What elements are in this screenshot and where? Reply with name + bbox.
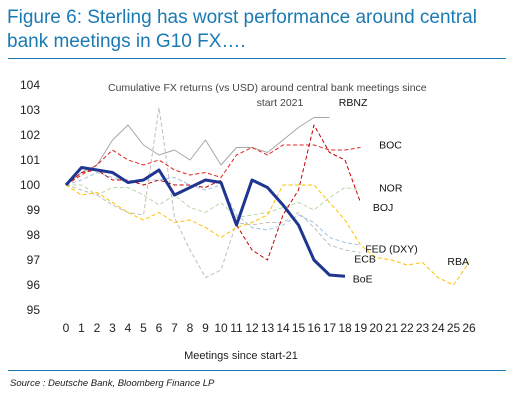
y-tick-label: 99 [27, 203, 41, 217]
y-tick-label: 98 [27, 228, 41, 242]
y-tick-label: 100 [20, 178, 40, 192]
series-line-rbnz [65, 117, 330, 186]
x-tick-label: 3 [109, 321, 116, 335]
source-rule [8, 370, 506, 371]
y-tick-label: 96 [27, 278, 41, 292]
series-label-rbnz: RBNZ [339, 97, 368, 109]
x-tick-label: 19 [354, 321, 368, 335]
series-label-nor: NOR [379, 182, 403, 194]
series-label-boc: BOC [379, 140, 402, 152]
y-tick-label: 95 [27, 303, 41, 317]
x-tick-label: 4 [125, 321, 132, 335]
x-tick-label: 21 [385, 321, 399, 335]
title-rule [8, 58, 506, 59]
x-tick-label: 23 [416, 321, 430, 335]
x-tick-label: 25 [447, 321, 461, 335]
source-note: Source : Deutsche Bank, Bloomberg Financ… [10, 378, 215, 389]
series-line-boe [64, 166, 346, 278]
x-tick-label: 20 [369, 321, 383, 335]
y-tick-label: 102 [20, 128, 40, 142]
x-tick-label: 15 [292, 321, 306, 335]
series-line-fed-dxy [65, 172, 361, 246]
x-tick-label: 18 [338, 321, 352, 335]
series-label-boj: BOJ [373, 202, 393, 214]
x-tick-label: 22 [400, 321, 414, 335]
x-tick-label: 5 [140, 321, 147, 335]
y-tick-label: 101 [20, 153, 40, 167]
line-chart: Cumulative FX returns (vs USD) around ce… [20, 78, 476, 362]
chart-title-line-1: Cumulative FX returns (vs USD) around ce… [108, 82, 427, 94]
x-tick-label: 11 [230, 321, 243, 335]
series-label-fed-dxy: FED (DXY) [365, 244, 418, 256]
x-axis-label: Meetings since start-21 [184, 350, 298, 362]
x-tick-label: 26 [462, 321, 476, 335]
x-tick-label: 0 [63, 321, 70, 335]
x-tick-label: 24 [431, 321, 445, 335]
x-tick-label: 8 [187, 321, 194, 335]
x-tick-label: 13 [261, 321, 275, 335]
y-axis-ticks: 95 96 97 98 99 100 101 102 103 104 [20, 78, 40, 317]
series-label-ecb: ECB [354, 254, 376, 266]
y-tick-label: 97 [27, 253, 41, 267]
x-tick-label: 10 [214, 321, 228, 335]
x-tick-label: 1 [78, 321, 85, 335]
y-tick-label: 103 [20, 103, 40, 117]
chart-title-line-2: start 2021 [257, 97, 304, 109]
x-tick-label: 2 [94, 321, 101, 335]
x-tick-label: 7 [171, 321, 178, 335]
series-line-nor [66, 184, 361, 218]
figure-title: Figure 6: Sterling has worst performance… [7, 7, 477, 52]
series-line-ecb [65, 107, 361, 278]
x-tick-label: 6 [156, 321, 163, 335]
x-tick-label: 17 [323, 321, 337, 335]
series-labels: RBNZ BOC NOR BOJ FED (DXY)ECB RBA BoE [339, 97, 469, 285]
series-label-rba: RBA [447, 256, 469, 268]
series-line-rba [65, 184, 470, 286]
y-tick-label: 104 [20, 78, 40, 92]
series-line-boc [65, 144, 361, 186]
x-tick-label: 14 [276, 321, 290, 335]
x-axis-ticks: 0 1 2 3 4 5 6 7 8 9 10 11 12 13 14 15 16 17 18 19 20 21 22 23 24… [63, 321, 476, 335]
series-line-boj [65, 124, 361, 261]
series-lines [64, 107, 470, 286]
x-tick-label: 12 [245, 321, 259, 335]
x-tick-label: 9 [202, 321, 209, 335]
x-tick-label: 16 [307, 321, 321, 335]
series-label-boe: BoE [353, 274, 373, 286]
